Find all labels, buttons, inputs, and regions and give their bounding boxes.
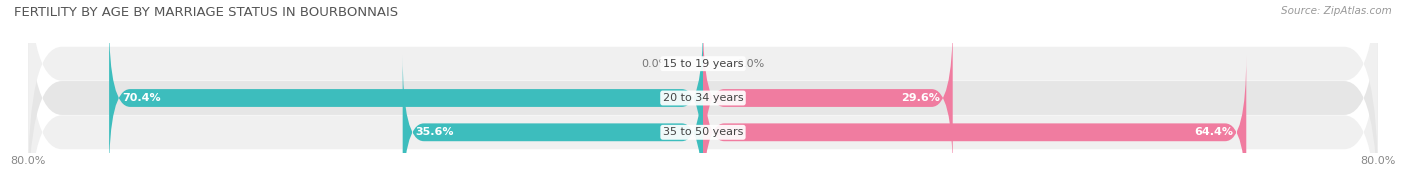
FancyBboxPatch shape	[402, 55, 703, 196]
FancyBboxPatch shape	[703, 21, 953, 175]
Text: 64.4%: 64.4%	[1195, 127, 1233, 137]
Text: 29.6%: 29.6%	[901, 93, 941, 103]
Text: 70.4%: 70.4%	[122, 93, 160, 103]
Text: FERTILITY BY AGE BY MARRIAGE STATUS IN BOURBONNAIS: FERTILITY BY AGE BY MARRIAGE STATUS IN B…	[14, 6, 398, 19]
Text: 0.0%: 0.0%	[641, 59, 669, 69]
Text: Source: ZipAtlas.com: Source: ZipAtlas.com	[1281, 6, 1392, 16]
FancyBboxPatch shape	[28, 0, 1378, 196]
Text: 20 to 34 years: 20 to 34 years	[662, 93, 744, 103]
FancyBboxPatch shape	[28, 12, 1378, 196]
FancyBboxPatch shape	[28, 0, 1378, 184]
Text: 0.0%: 0.0%	[737, 59, 765, 69]
Text: 15 to 19 years: 15 to 19 years	[662, 59, 744, 69]
Text: 35.6%: 35.6%	[415, 127, 454, 137]
FancyBboxPatch shape	[110, 21, 703, 175]
Text: 35 to 50 years: 35 to 50 years	[662, 127, 744, 137]
FancyBboxPatch shape	[703, 55, 1246, 196]
